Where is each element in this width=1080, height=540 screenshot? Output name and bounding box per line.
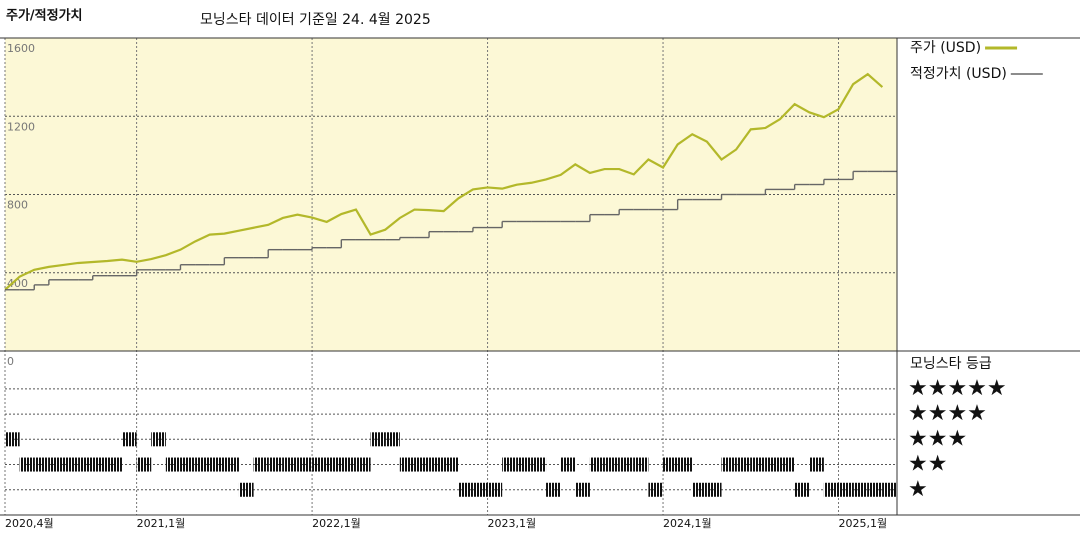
rating-bar bbox=[385, 432, 400, 447]
rating-bar bbox=[531, 457, 547, 472]
rating-bar bbox=[736, 457, 751, 472]
rating-bar bbox=[823, 482, 839, 497]
rating-bar bbox=[809, 457, 824, 472]
rating-bar bbox=[180, 457, 196, 472]
rating-bar bbox=[151, 432, 166, 447]
y-tick-label: 1200 bbox=[7, 120, 35, 133]
rating-label: ★ bbox=[908, 477, 928, 502]
chart-title: 주가/적정가치 bbox=[6, 8, 83, 24]
x-tick-label: 2020,4월 bbox=[5, 517, 54, 530]
rating-bar bbox=[633, 457, 649, 472]
rating-label: ★★★★ bbox=[908, 401, 987, 426]
rating-bar bbox=[355, 457, 371, 472]
subtitle: 모닝스타 데이터 기준일 24. 4월 2025 bbox=[200, 12, 431, 28]
rating-bar bbox=[546, 482, 561, 497]
rating-bar bbox=[589, 457, 605, 472]
rating-bar bbox=[370, 432, 386, 447]
x-tick-label: 2023,1월 bbox=[488, 517, 537, 530]
rating-bar bbox=[224, 457, 239, 472]
rating-bar bbox=[853, 482, 868, 497]
y-tick-label: 1600 bbox=[7, 42, 35, 55]
rating-bar bbox=[48, 457, 64, 472]
rating-bar bbox=[721, 457, 737, 472]
rating-bar bbox=[282, 457, 298, 472]
rating-bar bbox=[5, 432, 20, 447]
rating-bar bbox=[253, 457, 269, 472]
rating-bar bbox=[516, 457, 532, 472]
rating-bar bbox=[268, 457, 283, 472]
rating-bar bbox=[443, 457, 459, 472]
rating-bar bbox=[34, 457, 49, 472]
rating-bar bbox=[429, 457, 444, 472]
y-tick-label: 800 bbox=[7, 199, 28, 212]
rating-bar bbox=[165, 457, 181, 472]
rating-bar bbox=[575, 482, 590, 497]
rating-bar bbox=[692, 482, 707, 497]
rating-bar bbox=[195, 457, 210, 472]
rating-bar bbox=[750, 457, 766, 472]
rating-bar bbox=[619, 457, 634, 472]
rating-bar bbox=[19, 457, 35, 472]
rating-bar bbox=[648, 482, 664, 497]
rating-bar bbox=[458, 482, 473, 497]
rating-label: ★★★ bbox=[908, 426, 967, 451]
rating-bar bbox=[209, 457, 225, 472]
rating-bar bbox=[780, 457, 795, 472]
rating-bar bbox=[297, 457, 313, 472]
x-tick-label: 2022,1월 bbox=[312, 517, 361, 530]
rating-bar bbox=[765, 457, 781, 472]
x-tick-label: 2025,1월 bbox=[839, 517, 888, 530]
rating-bar bbox=[663, 457, 678, 472]
rating-bar bbox=[92, 457, 108, 472]
rating-bar bbox=[472, 482, 488, 497]
rating-bar bbox=[78, 457, 93, 472]
legend-label: 주가 (USD) bbox=[910, 40, 981, 56]
rating-bar bbox=[63, 457, 79, 472]
rating-bar bbox=[560, 457, 576, 472]
rating-bar bbox=[107, 457, 122, 472]
rating-bar bbox=[399, 457, 415, 472]
rating-bar bbox=[487, 482, 503, 497]
rating-bar bbox=[677, 457, 693, 472]
rating-title: 모닝스타 등급 bbox=[910, 356, 992, 372]
rating-bar bbox=[502, 457, 517, 472]
x-tick-label: 2024,1월 bbox=[663, 517, 712, 530]
rating-bar bbox=[326, 457, 342, 472]
rating-bar bbox=[341, 457, 356, 472]
rating-label: ★★ bbox=[908, 452, 947, 477]
legend-label: 적정가치 (USD) bbox=[910, 66, 1007, 82]
rating-bar bbox=[794, 482, 810, 497]
rating-bar bbox=[706, 482, 722, 497]
rating-bar bbox=[312, 457, 327, 472]
rating-bar bbox=[838, 482, 854, 497]
y-tick-label: 400 bbox=[7, 277, 28, 290]
rating-bar bbox=[867, 482, 883, 497]
rating-bar bbox=[414, 457, 430, 472]
rating-bar bbox=[136, 457, 152, 472]
y-tick-label: 0 bbox=[7, 355, 14, 368]
rating-bar bbox=[121, 432, 137, 447]
rating-label: ★★★★★ bbox=[908, 376, 1007, 401]
rating-bar bbox=[882, 482, 897, 497]
rating-bar bbox=[604, 457, 620, 472]
rating-bar bbox=[238, 482, 254, 497]
x-tick-label: 2021,1월 bbox=[137, 517, 186, 530]
price-line bbox=[4, 72, 884, 291]
